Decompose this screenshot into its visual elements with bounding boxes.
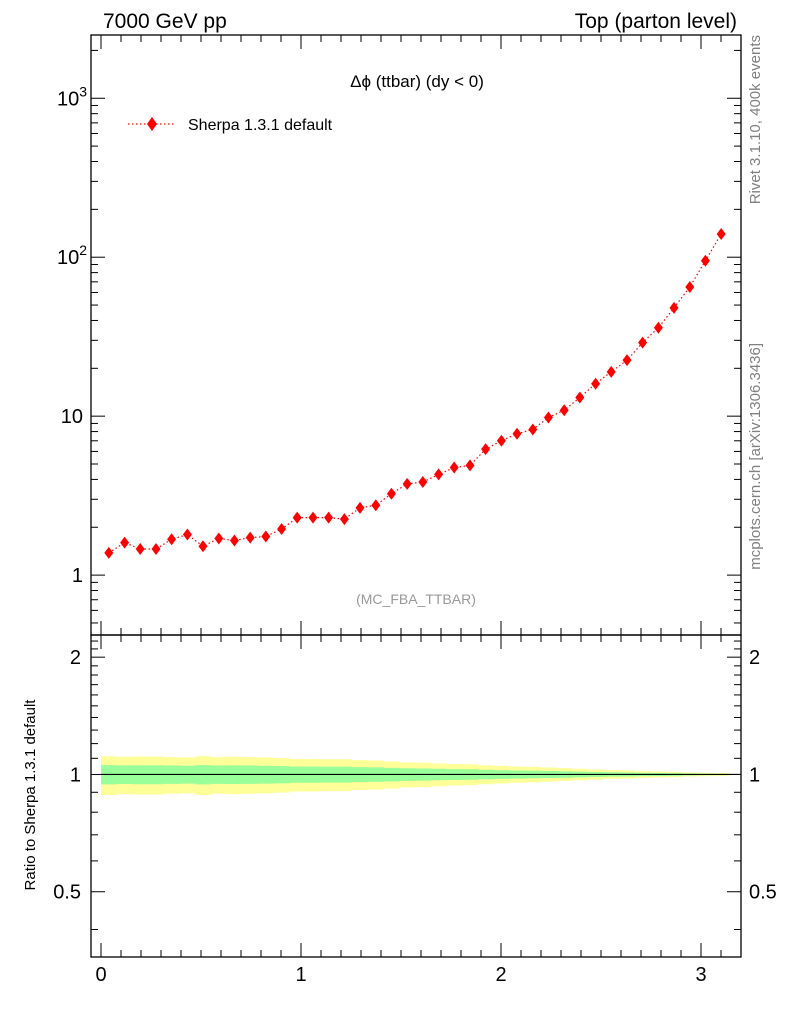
data-point (512, 427, 522, 440)
y-tick-label-right: 0.5 (749, 882, 777, 904)
x-tick-label: 0 (95, 964, 106, 986)
ratio-panel-frame (90, 634, 742, 958)
data-point (434, 468, 444, 481)
data-point (622, 354, 632, 367)
data-point (261, 530, 271, 543)
ratio-plot-panel: 0.5 0.5 1 1 2 2 0 1 2 3 Ratio to Sherpa 1.3.1 def… (22, 634, 777, 986)
legend-marker (147, 117, 157, 131)
data-point (308, 511, 318, 524)
ratio-plot-area: 0.5 0.5 1 1 2 2 0 1 2 3 (53, 635, 777, 986)
data-point (135, 542, 145, 555)
analysis-tag: (MC_FBA_TTBAR) (356, 591, 476, 607)
legend: Sherpa 1.3.1 default (128, 117, 333, 134)
data-point (496, 434, 506, 447)
data-point (355, 501, 365, 514)
ratio-y-axis-label: Ratio to Sherpa 1.3.1 default (22, 699, 39, 891)
data-point (198, 540, 208, 553)
main-plot-panel: 1 10 102 103 Δϕ (ttbar) (dy < 0) Sherpa 1.3… (57, 34, 742, 636)
y-tick-label-right: 1 (749, 764, 760, 786)
data-point (292, 511, 302, 524)
y-tick-label: 2 (70, 647, 81, 669)
series-line (108, 233, 722, 554)
data-point (653, 321, 663, 334)
data-point (543, 411, 553, 424)
data-point (339, 513, 349, 526)
data-point (669, 301, 679, 314)
data-point (324, 511, 334, 524)
data-point (182, 528, 192, 541)
y-tick-label: 0.5 (53, 882, 81, 904)
data-point (167, 533, 177, 546)
x-tick-label: 1 (295, 964, 306, 986)
x-tick-label: 2 (495, 964, 506, 986)
data-point (559, 404, 569, 417)
legend-label: Sherpa 1.3.1 default (188, 117, 333, 134)
data-point (575, 391, 585, 404)
header-left-label: 7000 GeV pp (103, 10, 227, 33)
data-point (104, 546, 114, 559)
main-plot-area: 1 10 102 103 (57, 35, 742, 635)
data-point (418, 476, 428, 489)
x-tick-label: 3 (695, 964, 706, 986)
rivet-label: Rivet 3.1.10, 400k events (747, 35, 764, 204)
data-point (685, 280, 695, 293)
data-point (402, 477, 412, 490)
data-point (120, 536, 130, 549)
mcplots-label: mcplots.cern.ch [arXiv:1306.3436] (747, 343, 764, 570)
data-point (700, 254, 710, 267)
data-point (277, 523, 287, 536)
header-right-label: Top (parton level) (575, 10, 737, 33)
data-point (606, 365, 616, 378)
data-point (716, 227, 726, 240)
y-tick-label: 102 (57, 242, 87, 269)
data-point (386, 487, 396, 500)
data-point (229, 534, 239, 547)
y-tick-label: 1 (70, 764, 81, 786)
data-point (465, 459, 475, 472)
plot-title: Δϕ (ttbar) (dy < 0) (350, 72, 484, 91)
data-point (214, 532, 224, 545)
data-point (528, 423, 538, 436)
data-point (245, 531, 255, 544)
y-tick-label: 10 (61, 406, 83, 428)
data-point (481, 443, 491, 456)
data-point (151, 542, 161, 555)
data-point (371, 499, 381, 512)
y-tick-label: 1 (72, 565, 83, 587)
y-tick-label-right: 2 (749, 647, 760, 669)
data-point (449, 461, 459, 474)
data-point (638, 336, 648, 349)
y-tick-label: 103 (57, 83, 87, 110)
data-point (591, 377, 601, 390)
